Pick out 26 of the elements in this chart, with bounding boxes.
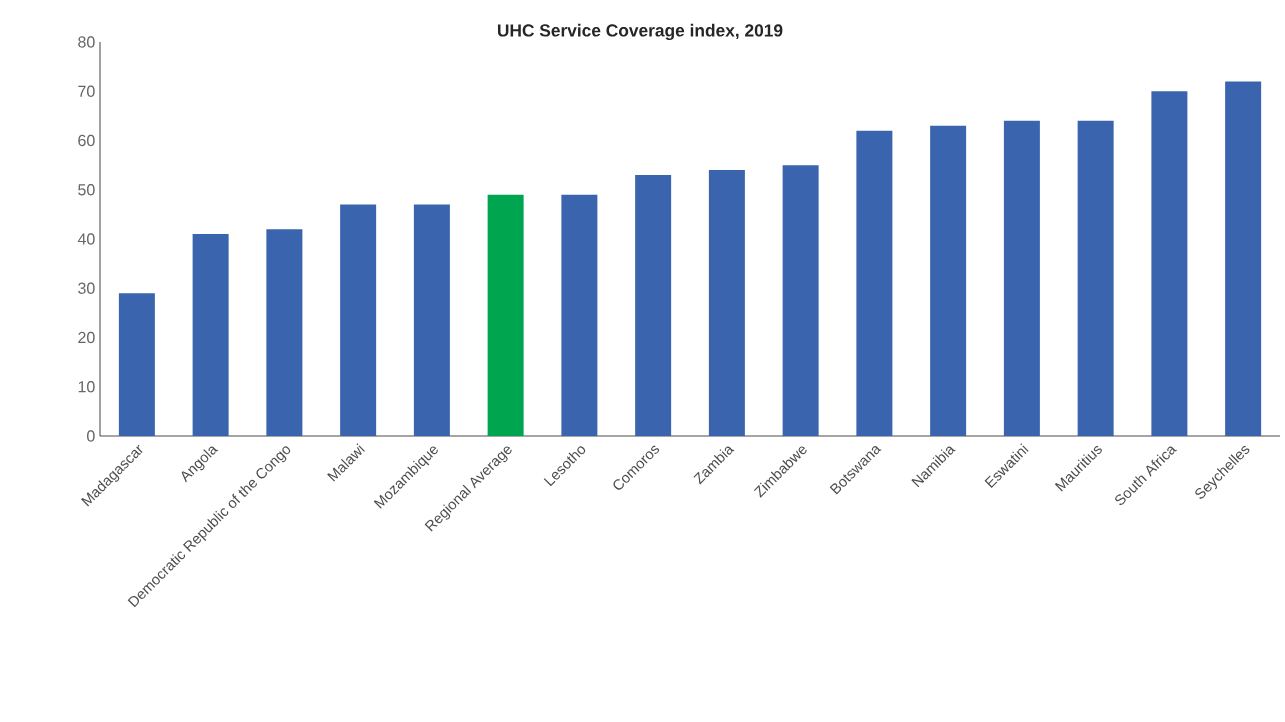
bar — [1003, 120, 1040, 436]
bar — [930, 125, 967, 436]
bar — [192, 234, 229, 436]
bar — [1225, 81, 1262, 436]
bar — [340, 204, 377, 436]
bar — [708, 170, 745, 436]
y-tick-label: 20 — [78, 331, 95, 344]
bar — [1151, 91, 1188, 436]
y-tick-label: 30 — [78, 282, 95, 294]
y-tick-label: 0 — [87, 430, 95, 442]
y-tick-label: 50 — [78, 184, 95, 196]
y-tick-label: 40 — [77, 233, 95, 245]
chart-title: UHC Service Coverage index, 2019 — [497, 23, 783, 41]
y-tick-label: 80 — [78, 36, 95, 48]
y-tick-label: 60 — [78, 134, 95, 147]
y-tick-label: 70 — [78, 85, 95, 97]
y-tick-label: 10 — [78, 381, 95, 393]
bar — [266, 229, 303, 436]
bar — [561, 194, 598, 436]
bar — [635, 174, 672, 436]
bar — [413, 204, 450, 436]
bar — [1077, 120, 1114, 436]
bar — [487, 194, 524, 436]
bar — [782, 165, 819, 436]
bar — [856, 130, 893, 436]
bar — [118, 293, 155, 436]
